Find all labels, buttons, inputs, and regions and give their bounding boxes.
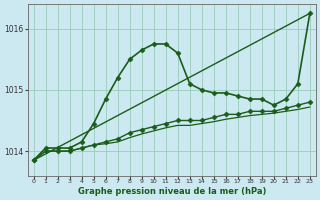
X-axis label: Graphe pression niveau de la mer (hPa): Graphe pression niveau de la mer (hPa) — [77, 187, 266, 196]
